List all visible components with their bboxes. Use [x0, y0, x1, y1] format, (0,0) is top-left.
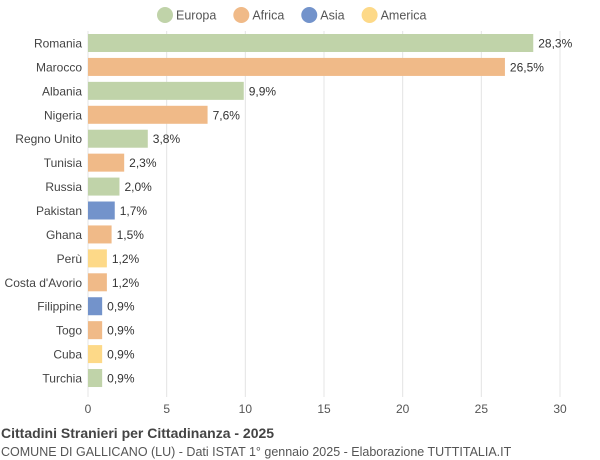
bar	[88, 369, 103, 388]
category-label: Nigeria	[44, 108, 82, 122]
bar	[88, 129, 148, 148]
x-tick-label: 0	[85, 402, 92, 416]
category-label: Costa d'Avorio	[5, 276, 83, 290]
category-label: Perù	[57, 252, 82, 266]
category-label: Pakistan	[36, 204, 82, 218]
data-label: 0,9%	[107, 372, 135, 386]
x-tick-label: 15	[317, 402, 331, 416]
bar	[88, 249, 107, 268]
category-label: Russia	[45, 180, 82, 194]
category-label: Romania	[34, 37, 82, 51]
category-label: Turchia	[42, 372, 82, 386]
data-label: 0,9%	[107, 324, 135, 338]
data-label: 26,5%	[510, 60, 544, 74]
data-label: 1,2%	[112, 252, 140, 266]
category-label: Albania	[42, 84, 82, 98]
x-tick-label: 30	[553, 402, 567, 416]
category-label: Ghana	[46, 228, 82, 242]
data-label: 2,0%	[124, 180, 152, 194]
bar	[88, 201, 115, 220]
bar	[88, 273, 107, 292]
x-tick-label: 10	[239, 402, 253, 416]
legend-marker	[233, 7, 250, 23]
bar	[88, 297, 103, 316]
legend-marker	[361, 7, 378, 23]
category-label: Togo	[56, 324, 82, 338]
legend-marker	[301, 7, 318, 23]
data-label: 28,3%	[538, 37, 572, 51]
legend-marker	[157, 7, 173, 23]
data-label: 0,9%	[107, 300, 135, 314]
category-label: Regno Unito	[15, 132, 82, 146]
bar	[88, 57, 505, 76]
bar	[88, 34, 534, 52]
data-label: 0,9%	[107, 348, 135, 362]
legend-label: Europa	[176, 9, 216, 23]
chart-title: Cittadini Stranieri per Cittadinanza - 2…	[1, 425, 275, 441]
legend-label: America	[381, 9, 427, 23]
bar	[88, 177, 120, 196]
data-label: 7,6%	[213, 108, 241, 122]
bar	[88, 225, 112, 244]
bar	[88, 81, 244, 100]
x-tick-label: 5	[163, 402, 170, 416]
bar	[88, 345, 103, 364]
legend-label: Africa	[252, 9, 284, 23]
data-label: 9,9%	[249, 84, 277, 98]
category-label: Tunisia	[44, 156, 83, 170]
x-tick-label: 25	[475, 402, 489, 416]
chart-subtitle: COMUNE DI GALLICANO (LU) - Dati ISTAT 1°…	[1, 445, 512, 459]
x-tick-label: 20	[396, 402, 410, 416]
data-label: 1,7%	[120, 204, 148, 218]
legend-label: Asia	[320, 9, 344, 23]
category-label: Filippine	[37, 300, 82, 314]
bar	[88, 153, 125, 172]
data-label: 2,3%	[129, 156, 157, 170]
category-label: Marocco	[36, 60, 82, 74]
bar-chart: 0 5 10 15 20 25 30 Europa Africa Asia America Roman…	[5, 7, 573, 416]
bar	[88, 105, 208, 124]
data-label: 3,8%	[153, 132, 181, 146]
data-label: 1,2%	[112, 276, 140, 290]
data-label: 1,5%	[117, 228, 145, 242]
bar	[88, 321, 103, 340]
category-label: Cuba	[53, 348, 82, 362]
